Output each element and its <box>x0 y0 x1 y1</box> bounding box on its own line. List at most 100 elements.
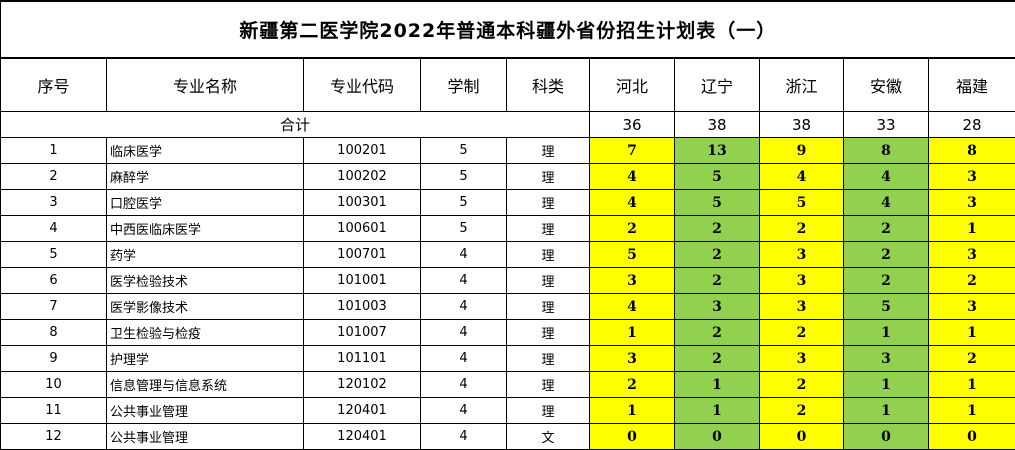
quota-cell: 0 <box>590 424 675 450</box>
study-years: 4 <box>421 424 507 450</box>
total-value: 36 <box>590 112 675 138</box>
major-name: 药学 <box>107 242 304 268</box>
quota-cell: 2 <box>675 346 760 372</box>
quota-cell: 3 <box>929 242 1015 268</box>
column-header: 辽宁 <box>675 58 760 112</box>
quota-cell: 2 <box>760 320 844 346</box>
quota-cell: 13 <box>675 138 760 164</box>
major-name: 中西医临床医学 <box>107 216 304 242</box>
quota-cell: 2 <box>929 268 1015 294</box>
study-years: 4 <box>421 320 507 346</box>
subject-type: 理 <box>507 294 590 320</box>
subject-type: 理 <box>507 190 590 216</box>
row-number: 12 <box>1 424 107 450</box>
study-years: 4 <box>421 268 507 294</box>
column-header: 浙江 <box>760 58 844 112</box>
row-number: 1 <box>1 138 107 164</box>
quota-cell: 1 <box>675 372 760 398</box>
major-code: 101007 <box>304 320 421 346</box>
quota-cell: 1 <box>929 320 1015 346</box>
quota-cell: 3 <box>675 294 760 320</box>
major-code: 120102 <box>304 372 421 398</box>
quota-cell: 3 <box>760 294 844 320</box>
quota-cell: 2 <box>760 372 844 398</box>
quota-cell: 3 <box>760 268 844 294</box>
quota-cell: 1 <box>675 398 760 424</box>
subject-type: 理 <box>507 346 590 372</box>
quota-cell: 1 <box>590 398 675 424</box>
row-number: 11 <box>1 398 107 424</box>
quota-cell: 8 <box>929 138 1015 164</box>
study-years: 5 <box>421 216 507 242</box>
quota-cell: 2 <box>675 216 760 242</box>
major-name: 麻醉学 <box>107 164 304 190</box>
quota-cell: 3 <box>590 346 675 372</box>
major-name: 卫生检验与检疫 <box>107 320 304 346</box>
quota-cell: 2 <box>760 398 844 424</box>
total-value: 38 <box>675 112 760 138</box>
quota-cell: 1 <box>929 398 1015 424</box>
major-name: 信息管理与信息系统 <box>107 372 304 398</box>
header-row: 序号专业名称专业代码学制科类河北辽宁浙江安徽福建 <box>1 58 1015 112</box>
subject-type: 理 <box>507 372 590 398</box>
quota-cell: 4 <box>590 294 675 320</box>
major-name: 口腔医学 <box>107 190 304 216</box>
quota-cell: 1 <box>929 372 1015 398</box>
quota-cell: 0 <box>760 424 844 450</box>
quota-cell: 8 <box>844 138 929 164</box>
quota-cell: 4 <box>590 164 675 190</box>
major-code: 100202 <box>304 164 421 190</box>
row-number: 5 <box>1 242 107 268</box>
subject-type: 理 <box>507 242 590 268</box>
study-years: 4 <box>421 372 507 398</box>
row-number: 8 <box>1 320 107 346</box>
major-name: 医学影像技术 <box>107 294 304 320</box>
quota-cell: 2 <box>675 242 760 268</box>
row-number: 6 <box>1 268 107 294</box>
row-number: 10 <box>1 372 107 398</box>
study-years: 4 <box>421 294 507 320</box>
quota-cell: 2 <box>844 268 929 294</box>
quota-cell: 4 <box>590 190 675 216</box>
quota-cell: 0 <box>929 424 1015 450</box>
quota-cell: 0 <box>844 424 929 450</box>
quota-cell: 3 <box>760 346 844 372</box>
subject-type: 文 <box>507 424 590 450</box>
subject-type: 理 <box>507 268 590 294</box>
major-name: 公共事业管理 <box>107 398 304 424</box>
quota-cell: 4 <box>760 164 844 190</box>
quota-cell: 3 <box>590 268 675 294</box>
column-header: 科类 <box>507 58 590 112</box>
total-value: 28 <box>929 112 1015 138</box>
subject-type: 理 <box>507 398 590 424</box>
major-name: 公共事业管理 <box>107 424 304 450</box>
row-number: 7 <box>1 294 107 320</box>
quota-cell: 2 <box>675 268 760 294</box>
column-header: 福建 <box>929 58 1015 112</box>
major-name: 护理学 <box>107 346 304 372</box>
study-years: 4 <box>421 242 507 268</box>
row-number: 9 <box>1 346 107 372</box>
major-name: 临床医学 <box>107 138 304 164</box>
quota-cell: 3 <box>929 294 1015 320</box>
major-code: 100301 <box>304 190 421 216</box>
quota-cell: 3 <box>844 346 929 372</box>
subject-type: 理 <box>507 320 590 346</box>
quota-cell: 1 <box>590 320 675 346</box>
quota-cell: 2 <box>760 216 844 242</box>
quota-cell: 1 <box>844 398 929 424</box>
quota-cell: 1 <box>844 320 929 346</box>
subject-type: 理 <box>507 216 590 242</box>
column-header: 专业名称 <box>107 58 304 112</box>
study-years: 5 <box>421 164 507 190</box>
quota-cell: 2 <box>844 216 929 242</box>
